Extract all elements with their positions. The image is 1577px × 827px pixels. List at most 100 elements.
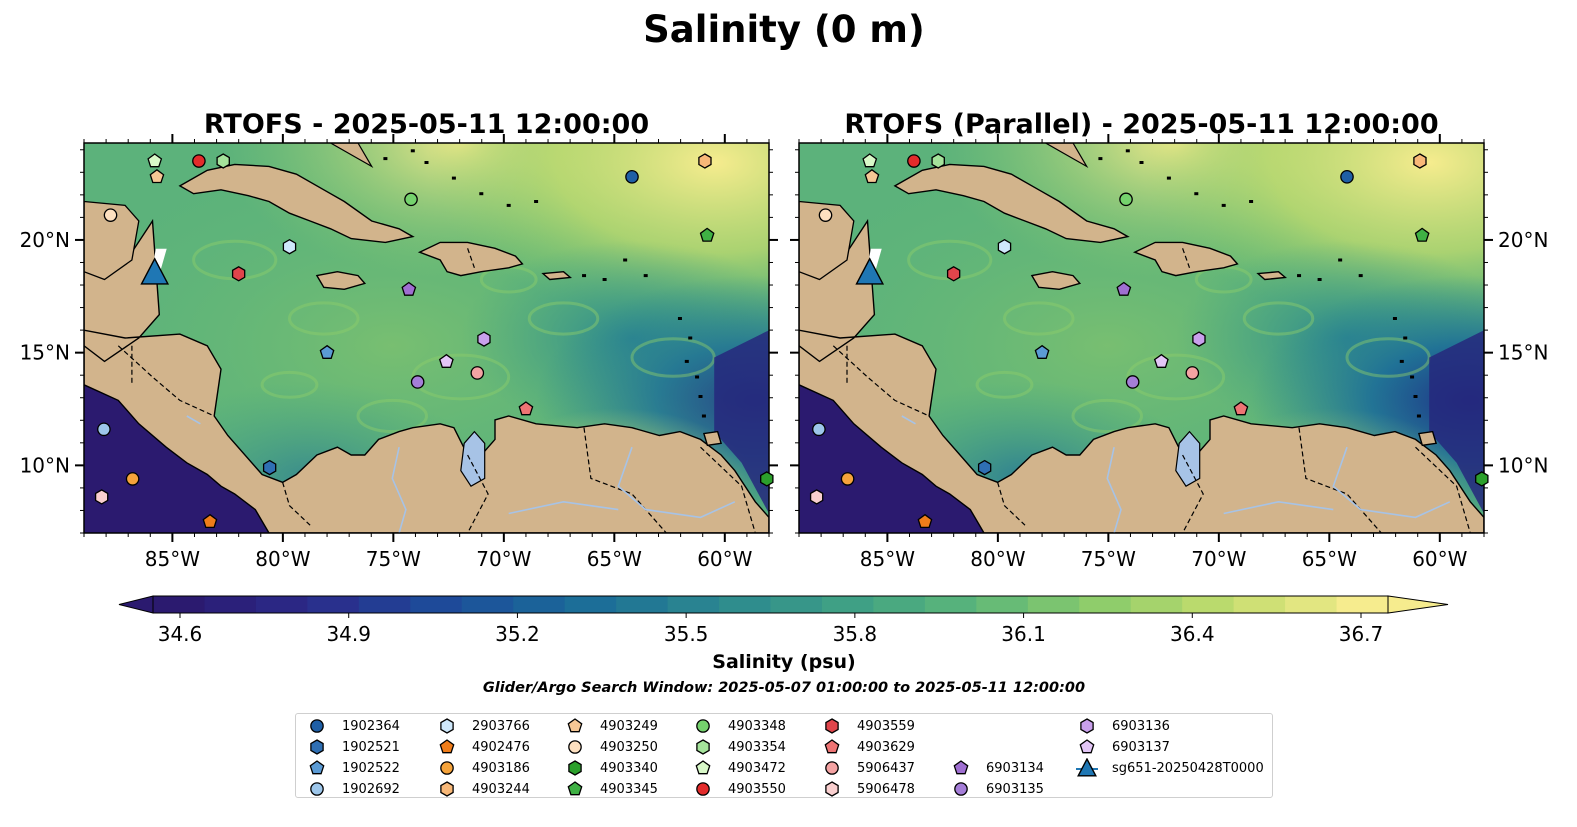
colorbar-tick-label: 35.5 bbox=[664, 622, 709, 646]
legend-item-6903136: 6903136 bbox=[1076, 716, 1170, 736]
legend-label: 2903766 bbox=[472, 718, 530, 734]
legend-label: 4903345 bbox=[600, 781, 658, 797]
colorbar-segment bbox=[770, 596, 823, 613]
legend-label: 4902476 bbox=[472, 739, 530, 755]
lon-tick-label: 75°W bbox=[1081, 547, 1136, 571]
float-marker-sg651-20250428T0000 bbox=[855, 257, 885, 285]
legend-marker bbox=[1080, 718, 1094, 734]
legend-item-4903354: 4903354 bbox=[692, 737, 786, 757]
colorbar-segment bbox=[1027, 596, 1080, 613]
legend-label: sg651-20250428T0000 bbox=[1112, 760, 1264, 776]
legend-item-2903766: 2903766 bbox=[436, 716, 530, 736]
legend-item-6903137: 6903137 bbox=[1076, 737, 1170, 757]
float-marker-2903766 bbox=[282, 238, 297, 255]
legend-label: 4903629 bbox=[857, 739, 915, 755]
colorbar-segment bbox=[461, 596, 514, 613]
colorbar-segment bbox=[255, 596, 308, 613]
float-marker-4903348 bbox=[404, 192, 418, 207]
legend-label: 1902692 bbox=[342, 781, 400, 797]
legend-label: 4903354 bbox=[728, 739, 786, 755]
float-marker-4903472 bbox=[147, 153, 163, 168]
legend-marker bbox=[567, 781, 583, 796]
float-marker-1902364 bbox=[1340, 170, 1354, 184]
float-marker-4903249 bbox=[149, 168, 165, 184]
colorbar-segment bbox=[307, 596, 360, 613]
legend-label: 5906478 bbox=[857, 781, 915, 797]
float-marker-1902364 bbox=[625, 170, 639, 184]
colorbar-segment bbox=[153, 596, 206, 613]
legend-label: 4903340 bbox=[600, 760, 658, 776]
colorbar-segment bbox=[1130, 596, 1183, 613]
colorbar-segment bbox=[924, 596, 977, 613]
search-window-subtitle: Glider/Argo Search Window: 2025-05-07 01… bbox=[483, 680, 1085, 696]
legend-label: 5906437 bbox=[857, 760, 915, 776]
lon-tick-label: 65°W bbox=[587, 547, 642, 571]
legend-label: 4903249 bbox=[600, 718, 658, 734]
legend-marker bbox=[310, 719, 324, 733]
land-jamaica bbox=[315, 270, 367, 291]
legend-item-4903629: 4903629 bbox=[821, 737, 915, 757]
float-marker-4902476 bbox=[202, 513, 218, 529]
legend-marker bbox=[1079, 739, 1095, 754]
legend-item-4903186: 4903186 bbox=[436, 758, 530, 778]
colorbar-label: Salinity (psu) bbox=[712, 651, 855, 673]
legend-item-4903250: 4903250 bbox=[564, 737, 658, 757]
legend-label: 6903136 bbox=[1112, 718, 1170, 734]
float-marker-4903629 bbox=[1233, 401, 1249, 416]
float-marker-4903354 bbox=[931, 153, 945, 169]
float-marker-4903559 bbox=[231, 266, 246, 282]
pacific-ocean bbox=[799, 384, 984, 533]
float-marker-4903186 bbox=[125, 472, 140, 486]
legend-marker bbox=[1077, 758, 1097, 777]
colorbar-tick-label: 36.4 bbox=[1170, 622, 1215, 646]
legend-marker bbox=[825, 781, 839, 797]
legend-marker bbox=[695, 760, 711, 775]
panel-title: RTOFS (Parallel) - 2025-05-11 12:00:00 bbox=[844, 109, 1438, 140]
float-marker-4903345 bbox=[1414, 227, 1430, 242]
legend-item-4903559: 4903559 bbox=[821, 716, 915, 736]
colorbar-segment bbox=[1233, 596, 1286, 613]
legend-marker bbox=[824, 739, 840, 754]
float-marker-6903137 bbox=[438, 353, 454, 368]
legend-item-5906478: 5906478 bbox=[821, 779, 915, 799]
float-marker-4903348 bbox=[1119, 192, 1133, 207]
lon-tick-label: 70°W bbox=[476, 547, 531, 571]
float-marker-1902521 bbox=[262, 459, 277, 476]
legend-label: 6903134 bbox=[986, 760, 1044, 776]
map-panel-rtofs: 85°W 80°W 75°W 70°W 65°W 60°W 20°N 15°N 10°N RTOF… bbox=[20, 109, 778, 571]
land-jamaica bbox=[1030, 270, 1082, 291]
legend-label: 4903186 bbox=[472, 760, 530, 776]
float-marker-6903135 bbox=[1125, 375, 1140, 389]
float-marker-4903559 bbox=[946, 266, 961, 282]
colorbar-min-extend bbox=[118, 595, 154, 614]
colorbar-tick-label: 36.1 bbox=[1001, 622, 1046, 646]
float-marker-sg651-20250428T0000 bbox=[140, 257, 170, 285]
lake-maracaibo bbox=[1175, 430, 1201, 488]
legend-item-4903249: 4903249 bbox=[564, 716, 658, 736]
legend-item-1902692: 1902692 bbox=[306, 779, 400, 799]
land-puertorico bbox=[1256, 270, 1288, 281]
legend-marker bbox=[440, 781, 454, 797]
lon-tick-label: 65°W bbox=[1302, 547, 1357, 571]
legend-label: 4903472 bbox=[728, 760, 786, 776]
colorbar-segment bbox=[1336, 596, 1389, 613]
legend-item-4903348: 4903348 bbox=[692, 716, 786, 736]
legend-item-sg651-20250428T0000: sg651-20250428T0000 bbox=[1076, 758, 1264, 778]
legend-marker bbox=[310, 739, 324, 755]
colorbar-tick-label: 36.7 bbox=[1339, 622, 1384, 646]
colorbar-segment bbox=[821, 596, 875, 613]
float-marker-4903354 bbox=[216, 153, 230, 169]
lon-tick-label: 60°W bbox=[697, 547, 752, 571]
float-marker-6903136 bbox=[1192, 331, 1206, 347]
lake-maracaibo bbox=[460, 430, 486, 488]
colorbar-segment bbox=[204, 596, 257, 613]
float-marker-4903340 bbox=[760, 471, 774, 487]
legend-marker bbox=[309, 760, 325, 775]
float-marker-2903766 bbox=[997, 238, 1012, 255]
map-panel-rtofs-parallel: 85°W 80°W 75°W 70°W 65°W 60°W 20°N 15°N 10°N RTOF… bbox=[790, 109, 1548, 571]
float-marker-4903244 bbox=[1413, 153, 1427, 169]
pacific-ocean bbox=[84, 384, 269, 533]
legend-marker bbox=[567, 718, 583, 733]
legend-item-4903345: 4903345 bbox=[564, 779, 658, 799]
legend-label: 1902364 bbox=[342, 718, 400, 734]
